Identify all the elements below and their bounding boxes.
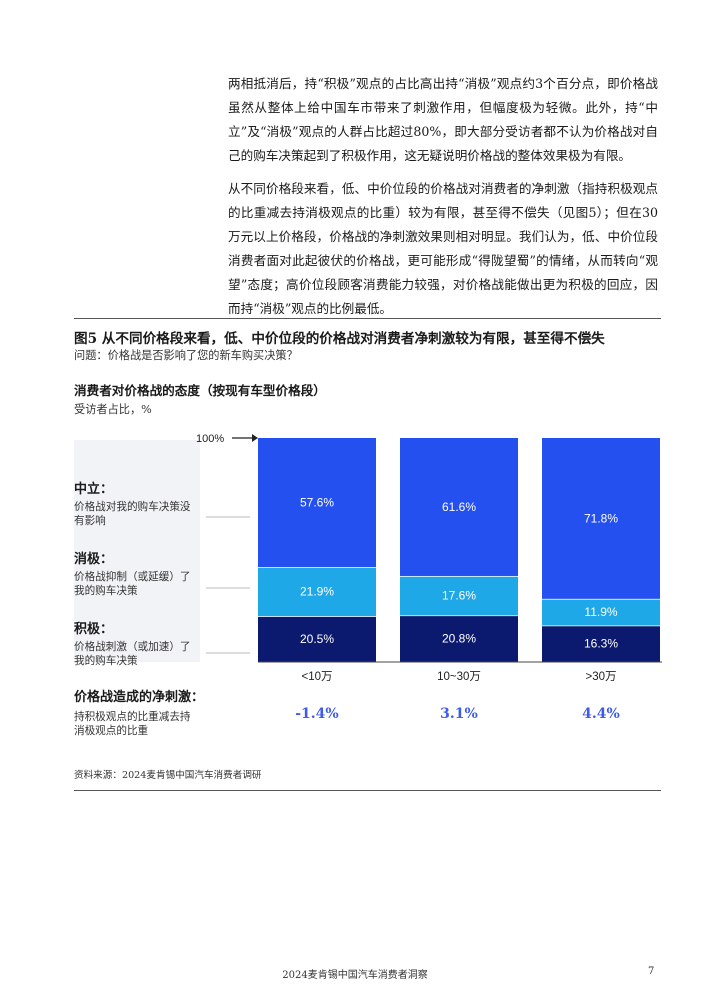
bar-label-positive-1: 20.8% xyxy=(442,632,476,646)
bar-negative-1 xyxy=(400,575,518,616)
group-desc-neutral: 价格战对我的购车决策没有影响 xyxy=(74,501,191,527)
bar-positive-0 xyxy=(258,616,376,662)
figure-bottom-rule xyxy=(74,790,661,791)
page-footer: 2024麦肯锡中国汽车消费者洞察 xyxy=(282,970,428,981)
x-tick-label-2: >30万 xyxy=(585,671,616,683)
group-title-neutral: 中立： xyxy=(74,482,114,497)
net-effect-desc: 持积极观点的比重减去持消极观点的比重 xyxy=(74,711,191,737)
figure-top-rule xyxy=(74,318,661,319)
top-value-label: 100% xyxy=(196,433,224,445)
bar-gap-0 xyxy=(376,440,400,662)
stacked-bar-chart: 20.5% 21.9% 57.6% <10万 -1.4% 20.8% 17.6% 61.6% 1… xyxy=(74,433,662,722)
bar-label-negative-1: 17.6% xyxy=(442,589,476,603)
net-effect-title: 价格战造成的净刺激： xyxy=(74,690,205,705)
net-effect-value-0: -1.4% xyxy=(295,706,338,722)
bar-label-negative-0: 21.9% xyxy=(300,585,334,599)
figure-source: 资料来源：2024麦肯锡中国汽车消费者调研 xyxy=(74,770,262,781)
bar-label-neutral-2: 71.8% xyxy=(584,511,618,525)
page-number: 7 xyxy=(648,966,655,977)
bar-neutral-2 xyxy=(542,438,660,599)
bar-negative-0 xyxy=(258,567,376,617)
bar-positive-2 xyxy=(542,625,660,662)
group-title-positive: 积极： xyxy=(74,622,114,637)
body-paragraph-1: 两相抵消后，持“积极”观点的占比高出持“消极”观点约3个百分点，即价格战虽然从整… xyxy=(228,76,658,163)
group-desc-positive: 价格战刺激（或加速）了我的购车决策 xyxy=(74,641,191,667)
figure-question: 问题：价格战是否影响了您的新车购买决策？ xyxy=(74,349,298,362)
figure-title: 图5 从不同价格段来看，低、中价位段的价格战对消费者净刺激较为有限，甚至得不偿失 xyxy=(74,331,605,347)
group-desc-negative: 价格战抑制（或延缓）了我的购车决策 xyxy=(74,571,191,597)
group-title-negative: 消极： xyxy=(74,552,114,567)
x-tick-label-0: <10万 xyxy=(301,671,332,683)
top-value-arrow-head xyxy=(252,434,258,442)
bar-label-positive-0: 20.5% xyxy=(300,632,334,646)
net-effect-value-2: 4.4% xyxy=(582,706,620,722)
bar-neutral-1 xyxy=(400,438,518,576)
legend-gap xyxy=(200,440,258,662)
bar-positive-1 xyxy=(400,615,518,662)
net-effect-value-1: 3.1% xyxy=(440,706,478,722)
x-tick-label-1: 10~30万 xyxy=(437,671,481,683)
bar-label-positive-2: 16.3% xyxy=(584,637,618,651)
bar-label-neutral-0: 57.6% xyxy=(300,496,334,510)
bar-negative-2 xyxy=(542,598,660,626)
bar-neutral-0 xyxy=(258,438,376,568)
chart-unit: 受访者占比，% xyxy=(74,403,152,416)
chart-title: 消费者对价格战的态度（按现有车型价格段） xyxy=(74,383,326,398)
bar-label-neutral-1: 61.6% xyxy=(442,500,476,514)
bar-gap-1 xyxy=(518,440,542,662)
bar-label-negative-2: 11.9% xyxy=(584,605,617,619)
body-paragraph-2: 从不同价格段来看，低、中价位段的价格战对消费者的净刺激（指持积极观点的比重减去持… xyxy=(228,181,658,316)
